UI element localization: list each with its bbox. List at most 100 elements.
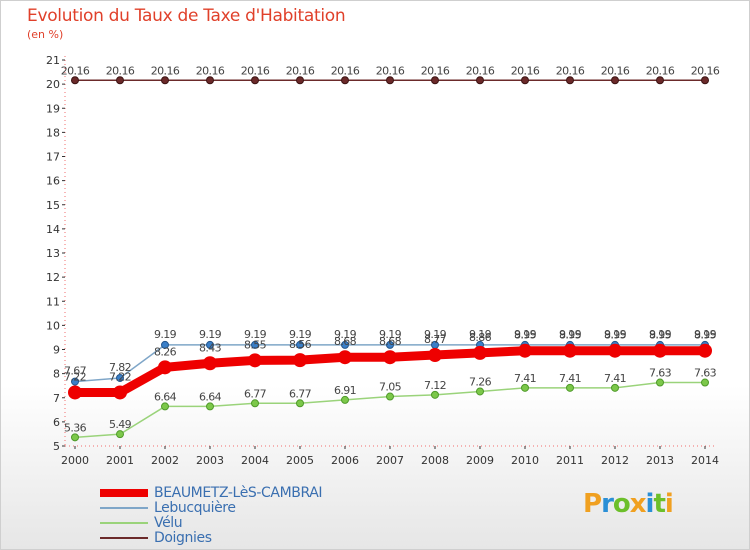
legend-label-doignies: Doignies (154, 530, 212, 546)
data-point-beaumetz-les-cambrai (293, 353, 307, 368)
data-point-beaumetz-les-cambrai (158, 360, 172, 375)
y-tick-label: 8 (53, 368, 60, 381)
data-label-doignies: 20.16 (646, 64, 675, 77)
y-tick-label: 13 (46, 247, 60, 260)
data-point-doignies (116, 76, 124, 85)
data-label-lebucquiere: 9.19 (469, 328, 492, 341)
data-point-beaumetz-les-cambrai (473, 345, 487, 360)
data-label-beaumetz-les-cambrai: 8.26 (154, 345, 177, 358)
data-label-lebucquiere: 9.19 (244, 328, 267, 341)
data-point-beaumetz-les-cambrai (608, 343, 622, 358)
y-tick-label: 5 (53, 440, 60, 453)
data-label-beaumetz-les-cambrai: 8.43 (199, 341, 222, 354)
data-label-doignies: 20.16 (151, 64, 180, 77)
x-tick-label: 2006 (331, 454, 359, 467)
data-point-lebucquiere (71, 377, 79, 386)
data-label-velu: 6.77 (244, 387, 267, 400)
data-label-velu: 6.64 (199, 390, 222, 403)
logo-letter: i (664, 489, 674, 519)
x-tick-label: 2004 (241, 454, 269, 467)
data-label-doignies: 20.16 (421, 64, 450, 77)
data-point-beaumetz-les-cambrai (248, 353, 262, 368)
y-tick-label: 12 (46, 271, 60, 284)
x-tick-label: 2000 (61, 454, 89, 467)
data-point-velu (386, 392, 394, 401)
data-point-doignies (386, 76, 394, 85)
data-label-beaumetz-les-cambrai: 8.56 (289, 338, 312, 351)
data-label-velu: 5.49 (109, 418, 132, 431)
data-point-doignies (566, 76, 574, 85)
data-point-beaumetz-les-cambrai (113, 385, 127, 400)
legend-swatch-beaumetz (100, 489, 148, 497)
data-label-doignies: 20.16 (601, 64, 630, 77)
y-tick-label: 21 (46, 54, 60, 67)
data-label-beaumetz-les-cambrai: 8.68 (334, 335, 357, 348)
data-label-velu: 7.05 (379, 381, 402, 394)
data-point-velu (71, 433, 79, 442)
data-point-velu (116, 430, 124, 439)
data-label-lebucquiere: 7.67 (64, 365, 87, 378)
x-tick-label: 2007 (376, 454, 404, 467)
legend-swatch-lebucquiere (100, 507, 148, 509)
data-label-doignies: 20.16 (241, 64, 270, 77)
proxiti-logo: Proxiti (583, 489, 674, 519)
x-tick-label: 2013 (646, 454, 674, 467)
logo-letter: t (653, 489, 665, 519)
y-tick-label: 14 (46, 223, 60, 236)
data-label-velu: 7.41 (604, 372, 626, 385)
data-label-doignies: 20.16 (106, 64, 135, 77)
chart-subtitle: (en %) (27, 28, 64, 41)
data-point-beaumetz-les-cambrai (428, 348, 442, 363)
logo-letter: P (583, 489, 602, 519)
data-label-lebucquiere: 9.19 (424, 328, 447, 341)
data-point-beaumetz-les-cambrai (68, 385, 82, 400)
data-point-velu (341, 395, 349, 404)
data-point-velu (701, 378, 709, 387)
x-tick-label: 2014 (691, 454, 719, 467)
data-label-velu: 6.91 (334, 384, 356, 397)
y-tick-label: 6 (53, 416, 60, 429)
data-label-velu: 7.12 (424, 379, 446, 392)
data-point-velu (611, 383, 619, 392)
x-tick-label: 2001 (106, 454, 134, 467)
data-label-beaumetz-les-cambrai: 8.68 (379, 335, 402, 348)
data-label-lebucquiere: 9.19 (514, 328, 537, 341)
y-tick-label: 9 (53, 344, 60, 357)
data-label-doignies: 20.16 (511, 64, 540, 77)
data-label-lebucquiere: 7.82 (109, 361, 131, 374)
data-point-velu (296, 399, 304, 408)
data-label-lebucquiere: 9.19 (604, 328, 627, 341)
x-tick-label: 2003 (196, 454, 224, 467)
data-point-lebucquiere (116, 373, 124, 382)
x-tick-label: 2008 (421, 454, 449, 467)
y-tick-label: 16 (46, 175, 60, 188)
data-point-doignies (296, 76, 304, 85)
data-label-velu: 7.41 (559, 372, 581, 385)
data-label-doignies: 20.16 (466, 64, 495, 77)
data-label-doignies: 20.16 (691, 64, 720, 77)
data-point-doignies (71, 76, 79, 85)
x-tick-label: 2009 (466, 454, 494, 467)
y-tick-label: 10 (46, 319, 60, 332)
data-label-doignies: 20.16 (556, 64, 585, 77)
data-point-doignies (206, 76, 214, 85)
data-point-doignies (701, 76, 709, 85)
y-tick-label: 11 (46, 295, 60, 308)
y-tick-label: 18 (46, 126, 60, 139)
data-point-lebucquiere (296, 340, 304, 349)
data-label-velu: 5.36 (64, 421, 87, 434)
data-point-velu (206, 402, 214, 411)
data-label-doignies: 20.16 (61, 64, 90, 77)
data-label-lebucquiere: 9.19 (379, 328, 402, 341)
data-label-beaumetz-les-cambrai: 8.95 (514, 329, 537, 342)
data-point-beaumetz-les-cambrai (698, 343, 712, 358)
data-label-lebucquiere: 9.19 (559, 328, 582, 341)
logo-letter: o (612, 489, 631, 519)
data-label-doignies: 20.16 (376, 64, 405, 77)
data-point-beaumetz-les-cambrai (338, 350, 352, 365)
data-label-lebucquiere: 9.19 (199, 328, 222, 341)
legend-label-lebucquiere: Lebucquière (154, 500, 236, 516)
data-point-beaumetz-les-cambrai (383, 350, 397, 365)
logo-letter: r (601, 489, 614, 519)
